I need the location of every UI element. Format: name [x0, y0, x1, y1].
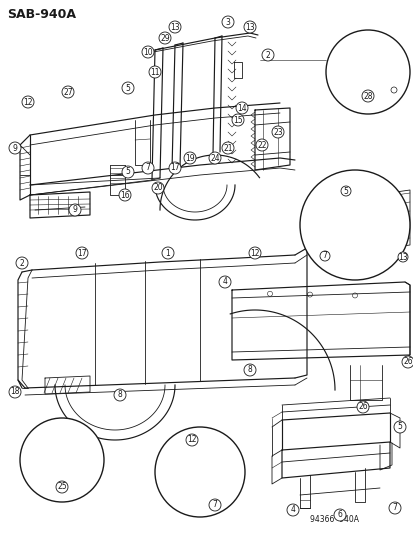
- Text: 20: 20: [153, 183, 162, 192]
- Text: 8: 8: [117, 391, 122, 400]
- Circle shape: [20, 418, 104, 502]
- Text: 8: 8: [247, 366, 252, 375]
- Text: SAB-940A: SAB-940A: [7, 7, 76, 20]
- Circle shape: [361, 90, 373, 102]
- Text: 5: 5: [125, 167, 130, 176]
- Circle shape: [185, 434, 197, 446]
- Circle shape: [56, 481, 68, 493]
- Text: 6: 6: [337, 511, 342, 520]
- Circle shape: [248, 247, 260, 259]
- Text: 26: 26: [402, 358, 412, 367]
- Text: 5: 5: [125, 84, 130, 93]
- Circle shape: [221, 16, 233, 28]
- Text: 19: 19: [185, 154, 195, 163]
- Circle shape: [142, 162, 154, 174]
- Circle shape: [221, 142, 233, 154]
- Text: 2: 2: [19, 259, 24, 268]
- Circle shape: [261, 49, 273, 61]
- Circle shape: [122, 166, 134, 178]
- Text: 7: 7: [212, 500, 217, 510]
- Text: 25: 25: [57, 482, 66, 491]
- Circle shape: [9, 142, 21, 154]
- Circle shape: [169, 162, 180, 174]
- Text: 9: 9: [12, 143, 17, 152]
- Text: 5: 5: [343, 187, 348, 196]
- Circle shape: [325, 30, 409, 114]
- Text: 23: 23: [273, 127, 282, 136]
- Text: 27: 27: [63, 87, 73, 96]
- Text: 17: 17: [77, 248, 87, 257]
- Circle shape: [243, 364, 255, 376]
- Text: 4: 4: [222, 278, 227, 287]
- Circle shape: [271, 126, 283, 138]
- Circle shape: [152, 182, 164, 194]
- Circle shape: [159, 32, 171, 44]
- Circle shape: [122, 82, 134, 94]
- Text: 15: 15: [233, 116, 242, 125]
- Text: 94366  940A: 94366 940A: [309, 515, 358, 524]
- Circle shape: [114, 389, 126, 401]
- Circle shape: [243, 21, 255, 33]
- Text: 9: 9: [72, 206, 77, 214]
- Circle shape: [340, 186, 350, 196]
- Text: 5: 5: [396, 423, 401, 432]
- Text: 24: 24: [210, 154, 219, 163]
- Text: 17: 17: [170, 164, 179, 173]
- Circle shape: [231, 114, 243, 126]
- Circle shape: [69, 204, 81, 216]
- Circle shape: [149, 66, 161, 78]
- Text: 12: 12: [23, 98, 33, 107]
- Circle shape: [209, 152, 221, 164]
- Text: 4: 4: [290, 505, 295, 514]
- Text: 7: 7: [322, 252, 327, 261]
- Text: 7: 7: [145, 164, 150, 173]
- Text: 12: 12: [187, 435, 196, 445]
- Text: 28: 28: [362, 92, 372, 101]
- Text: 22: 22: [256, 141, 266, 149]
- Text: 26: 26: [357, 402, 367, 411]
- Circle shape: [388, 502, 400, 514]
- Text: 2: 2: [265, 51, 270, 60]
- Circle shape: [161, 247, 173, 259]
- Circle shape: [319, 251, 329, 261]
- Text: 29: 29: [160, 34, 169, 43]
- Circle shape: [401, 356, 413, 368]
- Circle shape: [62, 86, 74, 98]
- Circle shape: [76, 247, 88, 259]
- Text: 13: 13: [244, 22, 254, 31]
- Circle shape: [16, 257, 28, 269]
- Text: 13: 13: [397, 253, 407, 262]
- Circle shape: [209, 499, 221, 511]
- Circle shape: [22, 96, 34, 108]
- Text: 14: 14: [237, 103, 246, 112]
- Text: 21: 21: [223, 143, 232, 152]
- Circle shape: [333, 509, 345, 521]
- Circle shape: [356, 401, 368, 413]
- Circle shape: [235, 102, 247, 114]
- Text: 11: 11: [150, 68, 159, 77]
- Circle shape: [183, 152, 195, 164]
- Circle shape: [9, 386, 21, 398]
- Circle shape: [393, 421, 405, 433]
- Circle shape: [299, 170, 409, 280]
- Text: 1: 1: [165, 248, 170, 257]
- Text: 3: 3: [225, 18, 230, 27]
- Circle shape: [169, 21, 180, 33]
- Text: 16: 16: [120, 190, 130, 199]
- Circle shape: [142, 46, 154, 58]
- Text: 12: 12: [249, 248, 259, 257]
- Circle shape: [218, 276, 230, 288]
- Text: 13: 13: [170, 22, 179, 31]
- Circle shape: [255, 139, 267, 151]
- Circle shape: [286, 504, 298, 516]
- Text: 7: 7: [392, 504, 396, 513]
- Circle shape: [119, 189, 131, 201]
- Text: 18: 18: [10, 387, 20, 397]
- Text: 10: 10: [143, 47, 152, 56]
- Circle shape: [397, 252, 407, 262]
- Circle shape: [154, 427, 244, 517]
